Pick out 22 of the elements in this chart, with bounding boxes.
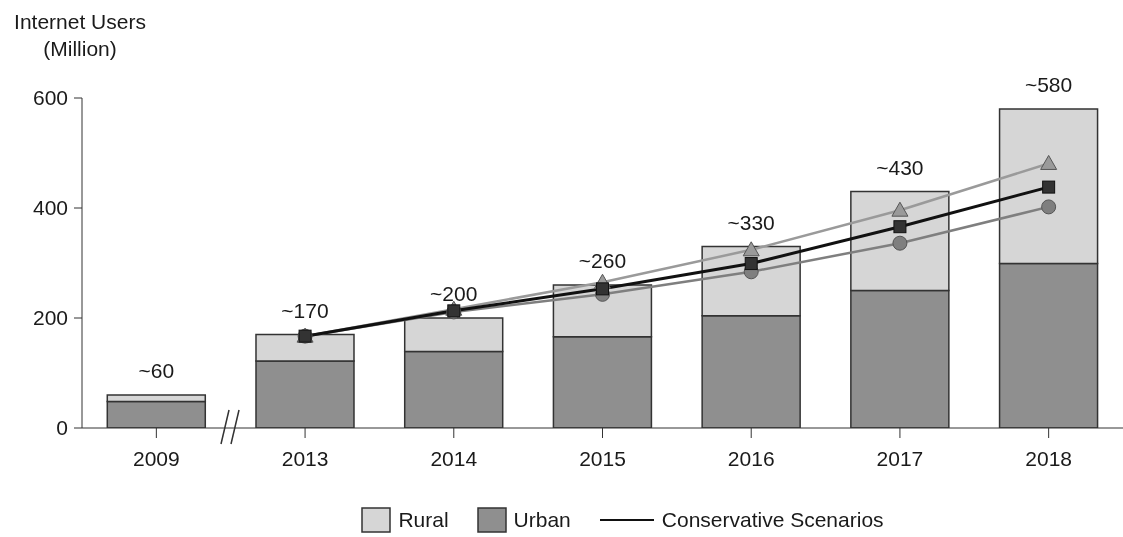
x-tick-label: 2018 (1025, 446, 1072, 470)
total-label: ~430 (876, 155, 924, 179)
x-tick-label: 2016 (727, 446, 775, 470)
legend-label: Conservative Scenarios (661, 508, 884, 532)
total-label: ~200 (430, 282, 478, 305)
legend-label: Urban (513, 508, 571, 532)
total-label: ~170 (281, 298, 329, 322)
y-tick-label: 400 (32, 196, 68, 220)
total-label: ~330 (727, 210, 775, 234)
y-tick-label: 0 (56, 416, 68, 440)
x-tick-label: 2017 (876, 446, 924, 470)
x-tick-label: 2009 (133, 446, 180, 470)
total-label: ~60 (138, 359, 175, 382)
total-label: ~580 (1024, 73, 1073, 96)
x-tick-label: 2015 (579, 446, 626, 470)
x-tick-label: 2014 (430, 446, 478, 470)
total-label: ~260 (578, 249, 627, 272)
legend-label: Rural (398, 508, 449, 532)
y-tick-label: 200 (32, 306, 68, 330)
x-tick-label: 2013 (281, 446, 329, 470)
y-axis-title: Internet Users (Million) (13, 9, 147, 62)
y-tick-label: 600 (32, 86, 68, 110)
